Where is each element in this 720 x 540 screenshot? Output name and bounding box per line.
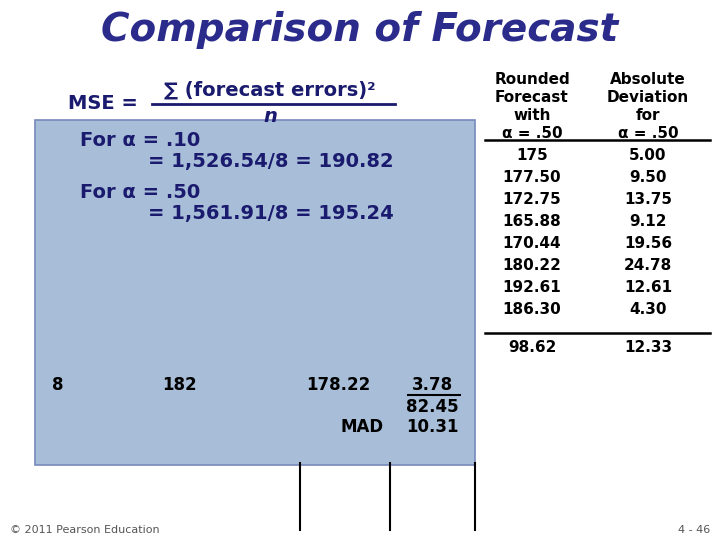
Text: 170.44: 170.44 bbox=[503, 235, 562, 251]
Text: Comparison of Forecast: Comparison of Forecast bbox=[102, 11, 618, 49]
Text: ∑ (forecast errors)²: ∑ (forecast errors)² bbox=[164, 80, 376, 99]
Text: 13.75: 13.75 bbox=[624, 192, 672, 206]
Text: α = .50: α = .50 bbox=[618, 126, 678, 141]
Text: For α = .10: For α = .10 bbox=[80, 131, 200, 150]
Text: 175: 175 bbox=[516, 147, 548, 163]
Text: 24.78: 24.78 bbox=[624, 258, 672, 273]
Text: 3.78: 3.78 bbox=[411, 376, 453, 394]
Text: MAD: MAD bbox=[341, 418, 384, 436]
Text: 82.45: 82.45 bbox=[405, 398, 459, 416]
Text: Rounded: Rounded bbox=[494, 72, 570, 87]
Text: 4.30: 4.30 bbox=[629, 301, 667, 316]
Text: for: for bbox=[636, 109, 660, 124]
Text: α = .50: α = .50 bbox=[502, 126, 562, 141]
Text: 9.12: 9.12 bbox=[629, 213, 667, 228]
Text: = 1,561.91/8 = 195.24: = 1,561.91/8 = 195.24 bbox=[148, 205, 394, 224]
Text: 19.56: 19.56 bbox=[624, 235, 672, 251]
Text: 165.88: 165.88 bbox=[503, 213, 562, 228]
Text: 9.50: 9.50 bbox=[629, 170, 667, 185]
Text: Forecast: Forecast bbox=[495, 91, 569, 105]
Text: MSE =: MSE = bbox=[68, 94, 145, 113]
Text: 4 - 46: 4 - 46 bbox=[678, 525, 710, 535]
Text: 186.30: 186.30 bbox=[503, 301, 562, 316]
Text: 172.75: 172.75 bbox=[503, 192, 562, 206]
Text: with: with bbox=[513, 109, 551, 124]
Text: = 1,526.54/8 = 190.82: = 1,526.54/8 = 190.82 bbox=[148, 152, 394, 172]
Text: 192.61: 192.61 bbox=[503, 280, 562, 294]
Text: 12.61: 12.61 bbox=[624, 280, 672, 294]
Text: 12.33: 12.33 bbox=[624, 340, 672, 354]
Text: 178.22: 178.22 bbox=[306, 376, 370, 394]
Text: 177.50: 177.50 bbox=[503, 170, 562, 185]
FancyBboxPatch shape bbox=[35, 120, 475, 465]
Text: 10.31: 10.31 bbox=[406, 418, 458, 436]
Text: 98.62: 98.62 bbox=[508, 340, 556, 354]
Text: © 2011 Pearson Education: © 2011 Pearson Education bbox=[10, 525, 160, 535]
Text: 8: 8 bbox=[53, 376, 64, 394]
Text: For α = .50: For α = .50 bbox=[80, 183, 200, 201]
Text: Deviation: Deviation bbox=[607, 91, 689, 105]
Text: 180.22: 180.22 bbox=[503, 258, 562, 273]
Text: n: n bbox=[263, 107, 277, 126]
Text: 5.00: 5.00 bbox=[629, 147, 667, 163]
Text: 182: 182 bbox=[163, 376, 197, 394]
Text: Absolute: Absolute bbox=[610, 72, 686, 87]
